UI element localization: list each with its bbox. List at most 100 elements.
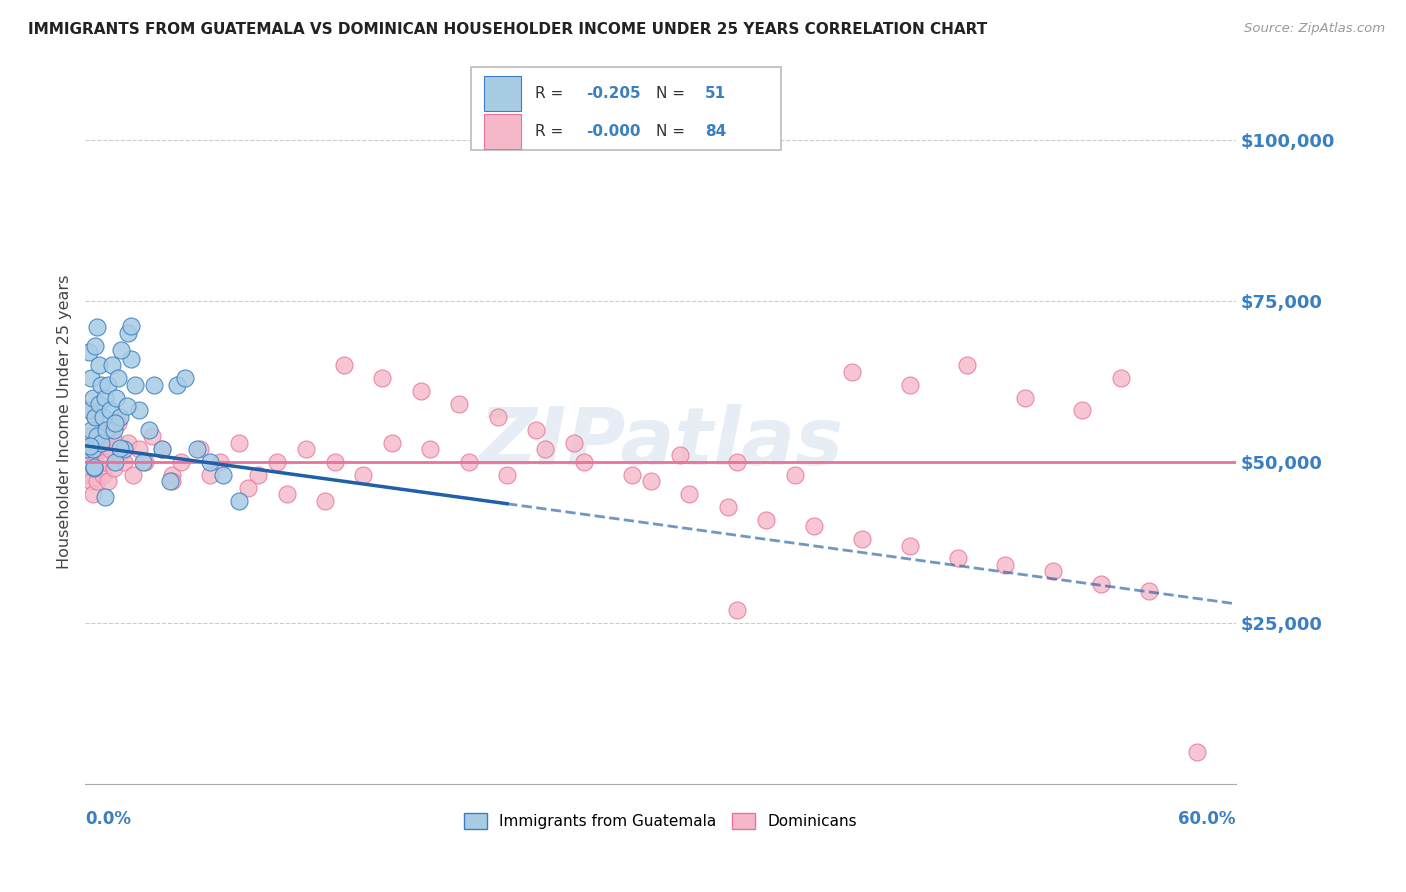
- Point: [90, 442, 112, 456]
- Text: -0.205: -0.205: [586, 86, 640, 101]
- Point: [90, 423, 112, 437]
- Point: [86, 442, 108, 456]
- Point: [96, 423, 118, 437]
- Point: [725, 603, 748, 617]
- Point: [128, 442, 150, 456]
- Point: [117, 435, 139, 450]
- Point: [534, 442, 557, 456]
- Y-axis label: Householder Income Under 25 years: Householder Income Under 25 years: [58, 275, 72, 569]
- Point: [898, 539, 921, 553]
- Text: 84: 84: [706, 124, 727, 139]
- Point: [212, 467, 235, 482]
- Point: [87, 359, 110, 373]
- Point: [160, 467, 183, 482]
- Text: ZIPatlas: ZIPatlas: [478, 404, 844, 483]
- Point: [84, 339, 107, 353]
- Point: [1090, 577, 1112, 591]
- Point: [295, 442, 318, 456]
- Point: [98, 403, 121, 417]
- Point: [238, 481, 260, 495]
- Point: [86, 474, 108, 488]
- Point: [97, 377, 120, 392]
- Point: [90, 435, 112, 450]
- Text: N =: N =: [655, 86, 690, 101]
- Point: [1014, 391, 1036, 405]
- Point: [108, 441, 131, 455]
- Text: N =: N =: [655, 124, 690, 139]
- Point: [716, 500, 738, 514]
- Point: [82, 487, 104, 501]
- Point: [128, 403, 150, 417]
- Point: [84, 409, 107, 424]
- Point: [198, 455, 221, 469]
- Point: [246, 467, 269, 482]
- Point: [86, 429, 108, 443]
- Point: [946, 551, 969, 566]
- Point: [725, 455, 748, 469]
- Point: [371, 371, 394, 385]
- Point: [103, 423, 125, 437]
- Point: [486, 409, 509, 424]
- Point: [851, 532, 873, 546]
- Point: [80, 403, 103, 417]
- Point: [107, 417, 129, 431]
- Point: [82, 391, 104, 405]
- Point: [323, 455, 346, 469]
- Point: [93, 455, 115, 469]
- Point: [110, 343, 132, 358]
- Point: [86, 319, 108, 334]
- FancyBboxPatch shape: [471, 67, 782, 150]
- Point: [186, 442, 208, 456]
- Point: [84, 455, 107, 469]
- Point: [898, 377, 921, 392]
- Point: [166, 377, 188, 392]
- Point: [76, 467, 98, 482]
- Point: [620, 467, 643, 482]
- Point: [103, 461, 125, 475]
- Text: -0.000: -0.000: [586, 124, 640, 139]
- Point: [228, 435, 250, 450]
- Point: [266, 455, 288, 469]
- Point: [93, 391, 115, 405]
- Point: [80, 371, 103, 385]
- Point: [104, 416, 127, 430]
- Point: [132, 455, 155, 469]
- Point: [143, 377, 166, 392]
- Point: [134, 455, 156, 469]
- Text: R =: R =: [536, 124, 568, 139]
- Point: [98, 442, 121, 456]
- Point: [112, 455, 135, 469]
- Point: [77, 345, 100, 359]
- Point: [640, 474, 662, 488]
- Point: [1071, 403, 1094, 417]
- Point: [994, 558, 1017, 572]
- Point: [783, 467, 806, 482]
- Point: [87, 429, 110, 443]
- Point: [122, 467, 145, 482]
- Point: [314, 493, 336, 508]
- Point: [138, 423, 160, 437]
- Point: [79, 439, 101, 453]
- Point: [198, 467, 221, 482]
- Point: [150, 442, 173, 456]
- Point: [101, 423, 124, 437]
- Point: [496, 467, 519, 482]
- Point: [409, 384, 432, 398]
- Point: [449, 397, 471, 411]
- Point: [108, 409, 131, 424]
- Point: [105, 391, 128, 405]
- Point: [1185, 745, 1208, 759]
- Point: [93, 490, 115, 504]
- Point: [174, 371, 197, 385]
- Point: [83, 460, 105, 475]
- Point: [108, 449, 131, 463]
- Point: [104, 455, 127, 469]
- Point: [112, 442, 135, 456]
- Point: [120, 351, 142, 366]
- Point: [381, 435, 404, 450]
- Point: [91, 409, 114, 424]
- Text: IMMIGRANTS FROM GUATEMALA VS DOMINICAN HOUSEHOLDER INCOME UNDER 25 YEARS CORRELA: IMMIGRANTS FROM GUATEMALA VS DOMINICAN H…: [28, 22, 987, 37]
- Point: [120, 318, 142, 333]
- Text: 0.0%: 0.0%: [86, 810, 131, 828]
- Point: [333, 359, 356, 373]
